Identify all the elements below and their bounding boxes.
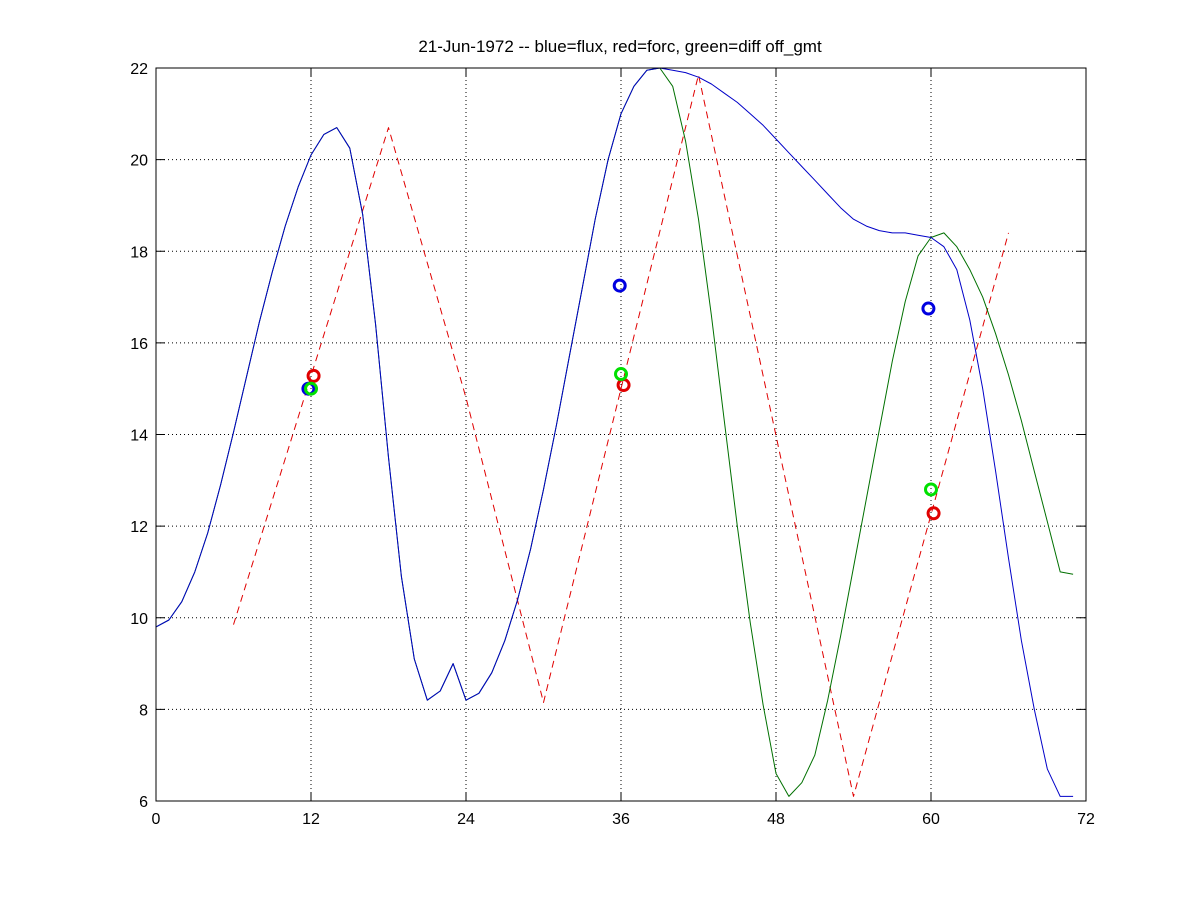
x-tick-label: 36 [612, 811, 630, 828]
x-tick-label: 72 [1077, 811, 1095, 828]
x-tick-label: 24 [457, 811, 475, 828]
data-point-marker-8 [924, 482, 938, 497]
grid [156, 68, 1086, 801]
y-tick-label: 22 [130, 61, 148, 78]
x-tick-label: 60 [922, 811, 940, 828]
y-tick-label: 14 [130, 428, 148, 445]
x-tick-label: 48 [767, 811, 785, 828]
data-point-marker-5 [614, 367, 628, 382]
data-point-marker-7 [926, 506, 941, 521]
data-point-marker-3 [612, 278, 627, 293]
marker-layer [301, 278, 941, 521]
y-tick-label: 8 [139, 702, 148, 719]
y-tick-label: 18 [130, 244, 148, 261]
axis-ticks: 0 12 24 36 48 60 72 6 8 10 12 14 16 18 20 22 [130, 61, 1095, 828]
data-point-marker-2 [304, 381, 318, 396]
x-tick-label: 0 [152, 811, 161, 828]
series-line-2 [155, 67, 1074, 797]
y-tick-label: 12 [130, 519, 148, 536]
data-point-marker-6 [921, 301, 936, 316]
x-tick-label: 12 [302, 811, 320, 828]
y-tick-label: 20 [130, 153, 148, 170]
chart-title: 21-Jun-1972 -- blue=flux, red=forc, gree… [418, 37, 822, 56]
y-tick-label: 16 [130, 336, 148, 353]
series-line-0 [233, 74, 1009, 797]
data-point-marker-1 [306, 368, 321, 383]
y-tick-label: 10 [130, 611, 148, 628]
series-layer [155, 67, 1074, 797]
y-tick-label: 6 [139, 794, 148, 811]
